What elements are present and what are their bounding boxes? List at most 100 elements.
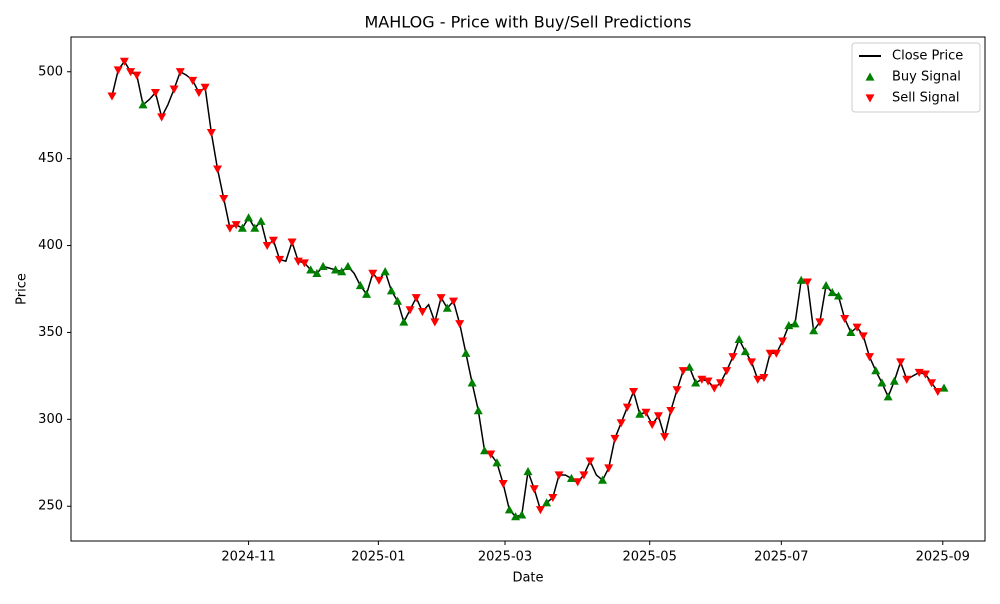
sell-marker [150, 89, 160, 98]
buy-marker [635, 409, 645, 418]
sell-marker [747, 358, 757, 367]
buy-marker [598, 475, 608, 484]
buy-marker [393, 296, 403, 305]
y-tick-label: 400 [38, 238, 63, 253]
buy-marker [542, 498, 552, 507]
sell-marker [579, 471, 589, 480]
sell-marker [672, 386, 682, 395]
buy-marker [331, 265, 341, 274]
sell-marker [902, 375, 912, 384]
buy-marker [306, 265, 316, 274]
sell-marker [622, 403, 632, 412]
buy-marker [517, 510, 527, 519]
y-tick-label: 350 [38, 325, 63, 340]
sell-marker [535, 506, 545, 515]
sell-marker [920, 370, 930, 379]
legend-swatch [865, 72, 875, 81]
buy-marker [461, 348, 471, 357]
buy-marker [256, 216, 266, 225]
sell-marker [417, 307, 427, 317]
sell-marker [865, 353, 875, 362]
buy-marker [691, 378, 701, 387]
buy-marker [827, 287, 837, 297]
sell-marker [498, 480, 508, 489]
buy-marker [566, 473, 576, 483]
buy-marker [846, 327, 856, 337]
sell-marker [430, 318, 440, 327]
sell-marker [200, 83, 210, 92]
sell-marker [188, 76, 198, 85]
buy-marker [734, 334, 744, 343]
sell-marker [206, 128, 216, 138]
sell-marker [666, 407, 676, 416]
buy-marker [355, 281, 365, 290]
buy-marker [883, 392, 893, 401]
buy-marker [473, 406, 483, 415]
sell-marker [113, 66, 123, 75]
x-axis-label: Date [512, 571, 543, 586]
x-tick-label: 2025-03 [478, 550, 532, 565]
buy-marker [244, 213, 254, 222]
buy-marker [467, 378, 477, 387]
sell-marker [840, 314, 850, 324]
legend-label: Buy Signal [892, 70, 961, 85]
sell-marker [715, 379, 725, 388]
price-line [111, 59, 945, 518]
buy-marker [504, 505, 514, 514]
sell-marker [219, 195, 229, 204]
plot-frame [70, 36, 986, 542]
sell-marker [616, 419, 626, 428]
sell-marker [585, 457, 595, 466]
buy-marker [790, 319, 800, 328]
chart-title: MAHLOG - Price with Buy/Sell Predictions [365, 13, 692, 32]
sell-marker [604, 464, 614, 473]
sell-marker [157, 113, 167, 122]
buy-marker [138, 100, 148, 109]
sell-marker [194, 89, 204, 98]
buy-marker [684, 362, 694, 371]
sell-marker [175, 68, 185, 77]
sell-marker [771, 349, 781, 358]
sell-marker [852, 323, 862, 332]
sell-marker [759, 374, 769, 383]
y-tick-label: 450 [38, 151, 63, 166]
sell-marker [678, 367, 688, 376]
legend-label: Sell Signal [892, 91, 960, 106]
sell-marker [486, 450, 496, 459]
sell-marker [126, 68, 136, 77]
buy-marker [480, 446, 490, 455]
sell-marker [722, 367, 732, 376]
buy-marker [312, 268, 322, 277]
sell-marker [287, 238, 297, 247]
sell-marker [753, 375, 763, 384]
sell-marker [641, 408, 651, 417]
sell-marker [262, 241, 272, 251]
sell-marker [610, 434, 620, 443]
sell-marker [529, 485, 539, 494]
sell-marker [299, 259, 309, 268]
buy-marker [318, 261, 328, 271]
sell-marker [132, 71, 142, 80]
sell-marker [374, 276, 384, 285]
x-tick-label: 2025-09 [916, 550, 970, 565]
sell-marker [548, 493, 558, 503]
buy-marker [740, 347, 750, 356]
sell-marker [896, 358, 906, 367]
buy-marker [877, 378, 887, 387]
buy-marker [380, 267, 390, 276]
sell-marker [647, 420, 657, 430]
y-tick-label: 500 [38, 64, 63, 79]
sell-marker [765, 349, 775, 358]
sell-marker [709, 384, 719, 393]
y-axis-label: Price [15, 273, 30, 305]
sell-marker [927, 379, 937, 388]
buy-marker [386, 286, 396, 295]
x-tick-label: 2025-07 [754, 550, 808, 565]
sell-marker [213, 165, 223, 174]
buy-marker [442, 303, 452, 312]
sell-marker [629, 387, 639, 397]
sell-marker [436, 294, 446, 303]
sell-marker [573, 478, 583, 487]
buy-marker [343, 261, 353, 271]
